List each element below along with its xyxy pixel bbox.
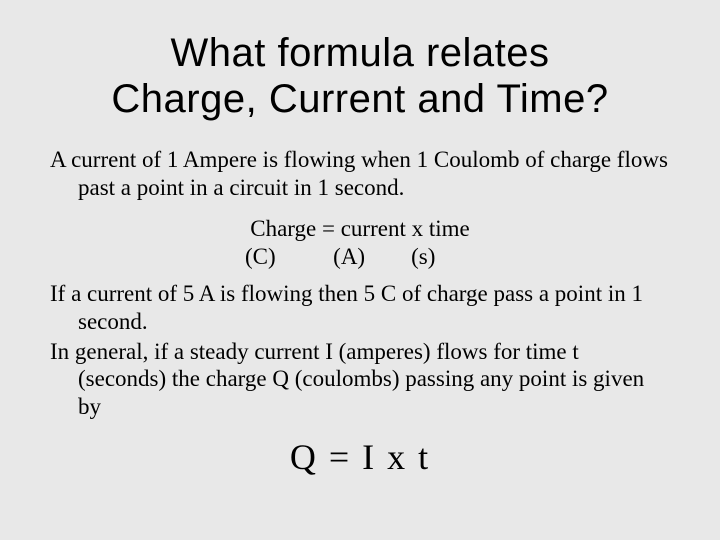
example-text: If a current of 5 A is flowing then 5 C … [50, 280, 670, 335]
title-line-1: What formula relates [170, 31, 549, 75]
formula-text: Q = I x t [50, 436, 670, 479]
slide-body: A current of 1 Ampere is flowing when 1 … [50, 146, 670, 480]
definition-text: A current of 1 Ampere is flowing when 1 … [50, 146, 670, 201]
units-line: (C) (A) (s) [50, 243, 670, 271]
general-text: In general, if a steady current I (amper… [50, 338, 670, 421]
slide-title: What formula relates Charge, Current and… [50, 30, 670, 122]
word-equation: Charge = current x time [50, 215, 670, 243]
slide: What formula relates Charge, Current and… [0, 0, 720, 540]
title-line-2: Charge, Current and Time? [111, 77, 608, 121]
